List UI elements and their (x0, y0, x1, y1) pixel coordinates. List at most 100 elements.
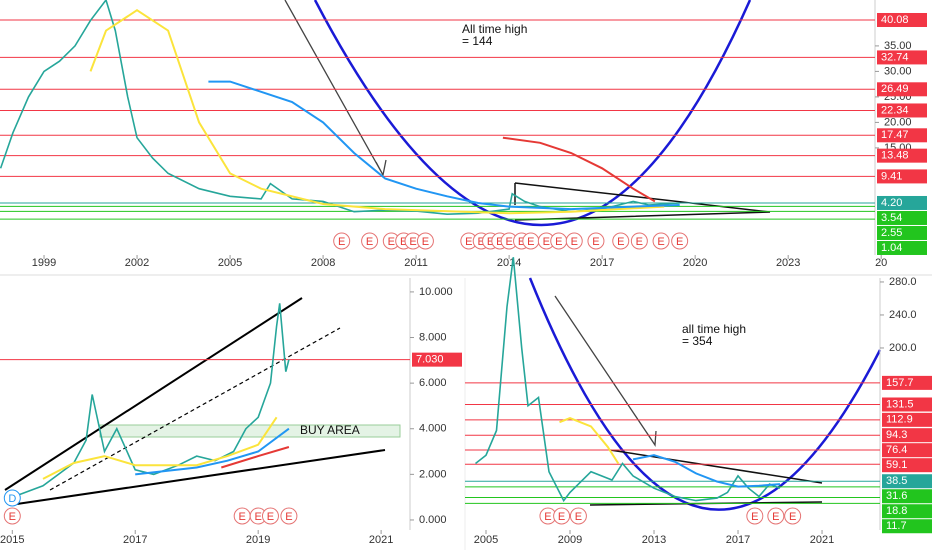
earnings-label: E (789, 511, 796, 523)
earnings-label: E (527, 236, 534, 248)
earnings-marker (652, 232, 670, 250)
price-tag: 38.5 (882, 474, 932, 489)
earnings-label: E (338, 236, 345, 248)
earnings-label: E (239, 511, 246, 523)
price-tag: 59.1 (882, 458, 932, 473)
earnings-label: E (772, 511, 779, 523)
price-tag-label: 22.34 (881, 104, 909, 116)
price-tag-bg (877, 82, 927, 97)
price-tag: 131.5 (882, 397, 932, 412)
earnings-label: E (478, 236, 485, 248)
earnings-label: E (636, 236, 643, 248)
earnings-label: E (496, 236, 503, 248)
x-tick-label: 2017 (123, 534, 147, 546)
x-tick-label: 2017 (726, 534, 750, 546)
earnings-label: E (254, 511, 261, 523)
price-tag-label: 13.48 (881, 150, 909, 162)
arrow (284, 0, 387, 177)
price-line (12, 303, 290, 498)
triangle (514, 182, 771, 221)
y-tick-label: 35.00 (884, 40, 912, 52)
price-tag-label: 4.20 (881, 197, 902, 209)
price-tag: 18.8 (882, 504, 932, 519)
earnings-marker (612, 232, 630, 250)
earnings-marker (784, 507, 802, 525)
x-tick-label: 2008 (311, 257, 335, 269)
moving-average (502, 136, 656, 203)
price-tag-bg (412, 352, 462, 367)
price-tag: 9.41 (877, 169, 927, 184)
price-tag-bg (882, 458, 932, 473)
x-tick-label: 2019 (246, 534, 270, 546)
annotation: = 354 (682, 334, 713, 348)
earnings-marker (333, 232, 351, 250)
price-tag-label: 40.08 (881, 14, 909, 26)
price-tag: 13.48 (877, 148, 927, 163)
earnings-marker (671, 232, 689, 250)
x-tick-label: 2021 (369, 534, 393, 546)
moving-average (559, 417, 620, 465)
x-tick-label: 2011 (404, 257, 428, 269)
x-tick-label: 1999 (32, 257, 56, 269)
price-tag-label: 26.49 (881, 83, 909, 95)
moving-average (208, 80, 680, 211)
earnings-marker (767, 507, 785, 525)
dividend-marker (3, 489, 21, 507)
annotation: = 144 (462, 34, 493, 48)
moving-average (135, 427, 290, 476)
price-tag-label: 76.4 (886, 444, 907, 456)
y-tick-label: 20.00 (884, 116, 912, 128)
chart: 1999 2002 2005 2008 2011 2014 2017 2020 2023 20 35… (0, 0, 927, 269)
earnings-marker (361, 232, 379, 250)
annotation: All time high (462, 22, 527, 36)
earnings-label: E (267, 511, 274, 523)
x-tick-label: 2002 (125, 257, 149, 269)
price-tag-label: 94.3 (886, 429, 907, 441)
y-tick-label: 240.0 (889, 309, 917, 321)
earnings-label: E (9, 511, 16, 523)
trend-line (9, 449, 386, 506)
earnings-label: E (543, 236, 550, 248)
moving-average (89, 9, 665, 215)
price-tag-label: 7.030 (416, 354, 444, 366)
chart: 2015 2017 2019 2021 10.000 8.000 6.000 4.000 2.0… (0, 278, 462, 546)
price-tag-bg (877, 169, 927, 184)
y-tick-label: 8.000 (419, 331, 447, 343)
earnings-marker (565, 232, 583, 250)
earnings-label: E (751, 511, 758, 523)
price-tag: 11.7 (882, 519, 932, 534)
earnings-label: E (617, 236, 624, 248)
x-tick-label: 2015 (0, 534, 24, 546)
moving-average (632, 454, 781, 488)
price-tag-label: 1.04 (881, 242, 902, 254)
earnings-marker (587, 232, 605, 250)
price-tag-label: 131.5 (886, 398, 914, 410)
earnings-label: E (409, 236, 416, 248)
earnings-label: E (592, 236, 599, 248)
price-tag: 40.08 (877, 12, 927, 27)
price-tag-bg (882, 397, 932, 412)
trend-line (49, 327, 341, 491)
price-tag-bg (882, 474, 932, 489)
chart: 2005 2009 2013 2017 2021 280.0 240.0 200.0 157.7… (465, 257, 932, 546)
earnings-marker (416, 232, 434, 250)
y-tick-label: 30.00 (884, 65, 912, 77)
y-tick-label: 0.000 (419, 514, 447, 526)
earnings-label: E (676, 236, 683, 248)
earnings-label: E (487, 236, 494, 248)
earnings-label: E (555, 236, 562, 248)
price-tag: 26.49 (877, 82, 927, 97)
price-tag-bg (882, 428, 932, 443)
x-tick-label: 2009 (558, 534, 582, 546)
x-tick-label: 2021 (810, 534, 834, 546)
earnings-label: E (285, 511, 292, 523)
earnings-label: E (544, 511, 551, 523)
y-tick-label: 280.0 (889, 276, 917, 288)
price-tag-label: 157.7 (886, 377, 914, 389)
price-tag-bg (882, 519, 932, 534)
earnings-label: E (465, 236, 472, 248)
earnings-marker (261, 507, 279, 525)
y-tick-label: 2.000 (419, 468, 447, 480)
price-tag: 7.030 (412, 352, 462, 367)
